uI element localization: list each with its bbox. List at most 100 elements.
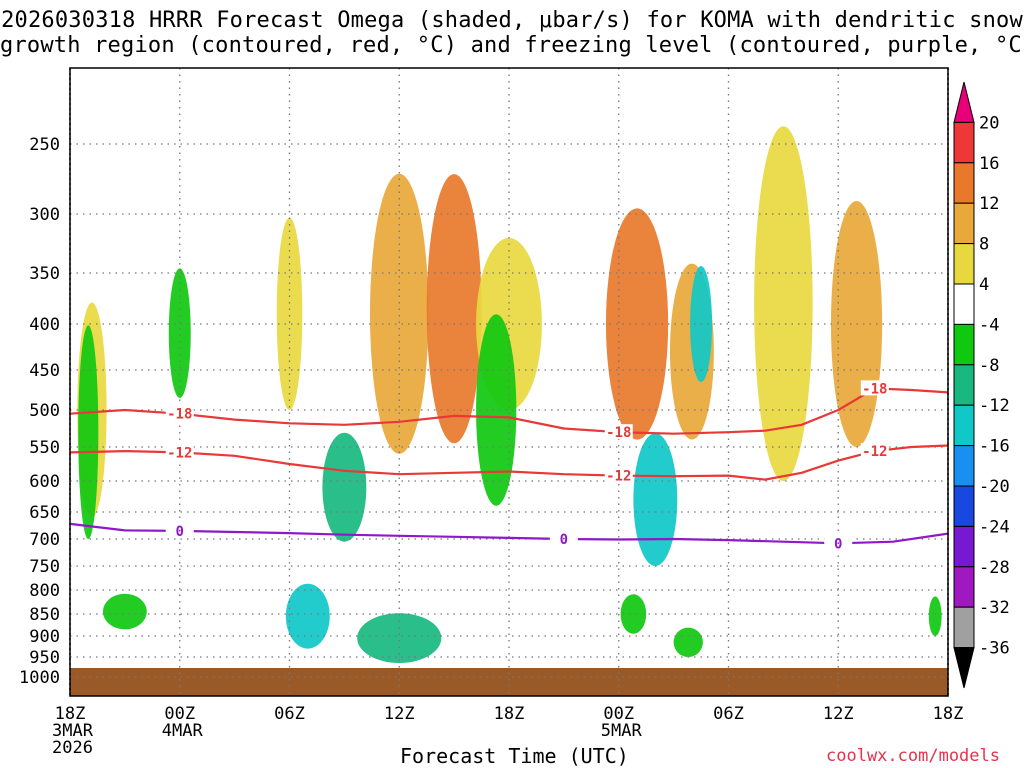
temperature-contours: -18 -18 -18 -12 -12 -12 0 0 0 [70,380,948,552]
y-tick-750: 750 [29,557,60,577]
omega-region-ascent-03mar-19z [78,325,99,539]
omega-region-descent-04mar-15z [426,174,482,444]
colorbar-label-6: -8 [979,356,999,376]
omega-region-ascent-05mar-02z [633,433,678,566]
colorbar-swatch-13 [953,606,975,649]
colorbar-label-13: -36 [979,639,1010,659]
contour-label-bg [860,443,889,459]
x-tick-0-1: 3MAR [52,721,94,741]
y-tick-300: 300 [29,205,60,225]
colorbar-label-7: -12 [979,396,1010,416]
omega-region-ascent-04mar-12z [357,613,442,663]
omega-region-ascent-03mar-21z [102,593,147,630]
colorbar-label-9: -20 [979,477,1010,497]
x-tick-42-0: 12Z [823,704,854,724]
colorbar-label-12: -32 [979,598,1010,618]
y-tick-450: 450 [29,361,60,381]
omega-region-ascent-05mar-01z [620,594,647,634]
y-tick-700: 700 [29,530,60,550]
colorbar-label-10: -24 [979,517,1010,537]
y-tick-250: 250 [29,135,60,155]
colorbar-swatch-3 [953,202,975,245]
omega-region-descent-05mar-01z [605,208,669,440]
contour-label-bg [549,531,578,546]
y-tick-550: 550 [29,438,60,458]
y-tick-650: 650 [29,503,60,523]
contour-label-1-0: -12 [167,445,192,461]
omega-region-ascent-05mar-17z [928,596,942,636]
x-tick-30-1: 5MAR [601,721,643,741]
colorbar-swatch-0 [953,81,975,123]
omega-region-descent-04mar-06z [276,217,303,410]
contour-line-0 [70,387,948,435]
ground-fill [70,668,948,696]
omega-region-ascent-05mar-03z [673,627,703,657]
colorbar-label-1: 16 [979,154,999,174]
y-tick-500: 500 [29,401,60,421]
omega-region-ascent-04mar-07z [285,583,330,649]
colorbar-label-2: 12 [979,194,999,214]
contour-label-1-2: -12 [862,444,887,460]
y-tick-850: 850 [29,605,60,625]
omega-region-descent-05mar-09z [754,126,813,481]
colorbar-swatch-2 [953,162,975,204]
colorbar-swatch-8 [953,404,975,447]
contour-label-bg [604,424,633,440]
contour-label-2-2: 0 [834,536,842,552]
colorbar-swatch-5 [953,283,975,325]
x-tick-6-0: 00Z [164,704,195,724]
colorbar-swatch-12 [953,566,975,608]
contour-label-2-1: 0 [560,532,568,548]
y-tick-950: 950 [29,648,60,668]
credit-link[interactable]: coolwx.com/models [826,746,1000,766]
x-tick-36-0: 06Z [713,704,744,724]
colorbar-label-0: 20 [979,113,999,133]
omega-region-ascent-04mar-00z [168,268,191,399]
contour-line-1 [70,444,948,481]
colorbar-swatch-6 [953,323,975,366]
contour-label-bg [165,444,194,460]
title-line-2: growth region (contoured, red, °C) and f… [0,33,1024,58]
title-line-1: 2026030318 HRRR Forecast Omega (shaded, … [1,8,1023,33]
contour-label-1-1: -12 [606,469,631,485]
chart-title: 2026030318 HRRR Forecast Omega (shaded, … [0,8,1024,58]
colorbar-label-11: -28 [979,558,1010,578]
contour-label-bg [165,405,194,421]
colorbar-label-8: -16 [979,437,1010,457]
y-tick-600: 600 [29,472,60,492]
contour-label-bg [824,535,853,551]
x-tick-0-0: 18Z [55,704,86,724]
y-axis-ticks: 2503003504004505005506006507007508008509… [19,135,60,688]
colorbar-label-4: 4 [979,275,989,295]
contour-label-2-0: 0 [176,524,184,540]
y-tick-1000: 1000 [19,668,60,688]
colorbar-label-3: 8 [979,235,989,255]
y-tick-350: 350 [29,264,60,284]
grid-lines [69,68,949,696]
contour-label-bg [860,380,889,396]
colorbar-swatch-10 [953,485,975,527]
colorbar-swatch-11 [953,525,975,568]
x-tick-6-1: 4MAR [162,721,204,741]
y-tick-400: 400 [29,315,60,335]
colorbar-swatch-4 [953,243,975,285]
contour-label-0-0: -18 [167,407,192,423]
contour-label-0-2: -18 [862,381,887,397]
x-tick-48-0: 18Z [933,704,964,724]
plot-frame [69,67,949,697]
x-tick-18-0: 12Z [384,704,415,724]
contour-label-0-1: -18 [606,425,631,441]
colorbar: 20 16 12 8 4 -4 -8 -12 -16 -20 -24 -28 -32 -36 [953,81,1010,689]
omega-region-descent-04mar-12z [369,173,429,454]
x-tick-12-0: 06Z [274,704,305,724]
ground-terrain [70,668,948,696]
x-tick-24-0: 18Z [494,704,525,724]
x-tick-0-2: 2026 [52,738,93,758]
omega-region-ascent-04mar-09z [322,432,367,542]
omega-region-ascent-04mar-18z [476,314,517,506]
omega-shading [77,126,942,663]
colorbar-swatch-1 [953,121,975,164]
y-tick-900: 900 [29,627,60,647]
